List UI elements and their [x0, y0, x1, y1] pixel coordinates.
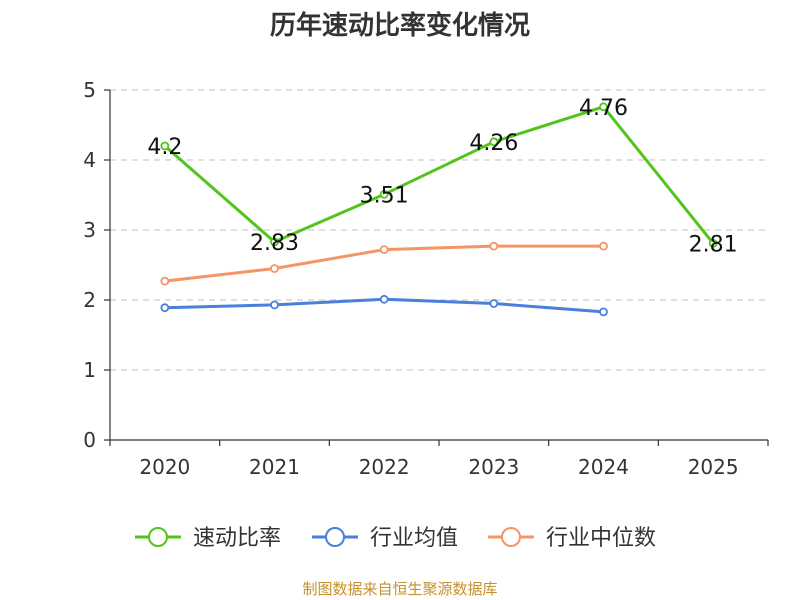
source-note: 制图数据来自恒生聚源数据库 — [302, 580, 497, 598]
data-labels: 4.2 2.83 3.51 4.26 4.76 2.81 — [147, 96, 737, 257]
y-tick-label-1: 1 — [83, 358, 96, 382]
series-1-point-2022 — [379, 294, 389, 304]
data-label-2020: 4.2 — [147, 135, 182, 160]
legend-label-2: 行业中位数 — [546, 526, 656, 551]
legend-label-1: 行业均值 — [370, 526, 458, 551]
y-tick-label-0: 0 — [83, 428, 96, 452]
axes: 0 1 2 3 4 5 2020 2021 2022 2023 2024 2025 — [83, 78, 769, 479]
series-1-point-2024 — [599, 307, 608, 317]
series-group — [160, 102, 718, 317]
series-0-point-2021 — [270, 237, 279, 247]
grid-lines — [110, 89, 768, 371]
series-1-point-2020 — [160, 303, 170, 313]
x-tick-label-2025: 2025 — [688, 455, 739, 479]
y-tick-label-2: 2 — [83, 288, 96, 312]
series-2-point-2021 — [270, 264, 279, 273]
data-label-2023: 4.26 — [469, 131, 518, 156]
series-2-point-2020 — [160, 276, 170, 286]
legend: 速动比率 行业均值 行业中位数 — [135, 526, 656, 551]
data-label-2021: 2.83 — [250, 231, 299, 256]
x-tick-label-2024: 2024 — [578, 455, 629, 479]
series-2-point-2023 — [489, 241, 499, 251]
series-1-point-2021 — [270, 300, 279, 310]
data-label-2025: 2.81 — [689, 232, 738, 257]
data-label-2022: 3.51 — [360, 183, 409, 208]
x-tick-label-2020: 2020 — [139, 455, 190, 479]
series-0-point-2024 — [599, 102, 608, 112]
series-0-point-2023 — [489, 137, 499, 147]
y-tick-label-5: 5 — [83, 78, 96, 102]
data-label-2024: 4.76 — [579, 96, 628, 121]
legend-marker-0 — [148, 527, 168, 547]
y-tick-label-3: 3 — [83, 218, 96, 242]
series-1-point-2023 — [489, 299, 499, 308]
legend-label-0: 速动比率 — [193, 526, 281, 551]
x-tick-label-2022: 2022 — [359, 455, 410, 479]
x-tick-label-2021: 2021 — [249, 455, 300, 479]
legend-marker-2 — [501, 527, 521, 547]
x-tick-label-2023: 2023 — [468, 455, 519, 479]
legend-marker-1 — [325, 527, 345, 547]
series-0-point-2020 — [160, 141, 170, 151]
chart-title: 历年速动比率变化情况 — [270, 10, 530, 41]
series-0-point-2022 — [379, 189, 389, 199]
y-tick-label-4: 4 — [83, 148, 96, 172]
series-2-point-2024 — [599, 241, 608, 251]
series-line-0 — [163, 105, 715, 245]
series-2-point-2022 — [379, 245, 389, 255]
series-0-point-2025 — [708, 238, 718, 248]
